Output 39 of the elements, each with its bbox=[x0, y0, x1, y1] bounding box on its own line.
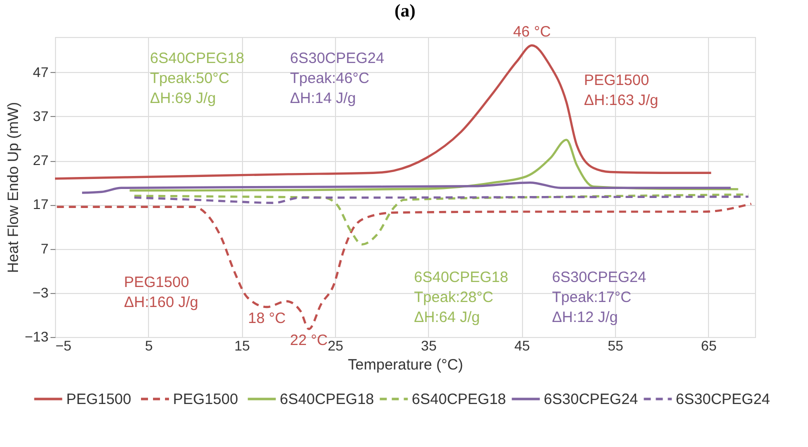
annotation: 6S40CPEG18 Tpeak:50°C ΔH:69 J/g bbox=[150, 50, 244, 107]
chart-title: (a) bbox=[394, 0, 416, 20]
line-series bbox=[133, 193, 750, 246]
x-tick-label: 35 bbox=[421, 338, 437, 354]
y-tick-label: 37 bbox=[32, 108, 49, 124]
y-axis-title: Heat Flow Endo Up (mW) bbox=[4, 102, 22, 273]
x-tick-label: 5 bbox=[144, 338, 153, 354]
y-tick-label: 47 bbox=[32, 64, 49, 80]
legend-label: 6S30CPEG24 bbox=[676, 391, 770, 408]
annotation: 6S40CPEG18 Tpeak:28°C ΔH:64 J/g bbox=[414, 269, 508, 326]
line-series bbox=[80, 181, 732, 194]
annotation: 6S30CPEG24 Tpeak:46°C ΔH:14 J/g bbox=[290, 50, 384, 107]
y-tick-label: 7 bbox=[40, 240, 49, 256]
legend-label: PEG1500 bbox=[173, 391, 238, 408]
x-tick-label: 45 bbox=[514, 338, 530, 354]
legend-label: 6S30CPEG24 bbox=[544, 391, 638, 408]
line-series bbox=[133, 196, 750, 204]
annotation: 22 °C bbox=[290, 332, 328, 350]
x-axis-title: Temperature (°C) bbox=[348, 356, 464, 374]
line-series bbox=[56, 202, 752, 330]
annotation: 6S30CPEG24 Tpeak:17°C ΔH:12 J/g bbox=[552, 269, 646, 326]
annotation: 18 °C bbox=[248, 310, 286, 327]
line-series bbox=[54, 44, 712, 180]
annotation: PEG1500 ΔH:160 J/g bbox=[124, 274, 198, 311]
x-tick-label: 25 bbox=[328, 338, 344, 354]
line-series bbox=[128, 138, 740, 192]
legend-label: PEG1500 bbox=[66, 391, 132, 408]
x-tick-label: 55 bbox=[608, 338, 624, 354]
legend-label: 6S40CPEG18 bbox=[280, 391, 374, 408]
legend-label: 6S40CPEG18 bbox=[412, 391, 506, 408]
y-tick-label: −3 bbox=[32, 284, 49, 300]
x-tick-label: 15 bbox=[234, 338, 250, 354]
x-tick-label: 65 bbox=[701, 338, 717, 354]
y-tick-label: 27 bbox=[32, 152, 49, 168]
annotation: PEG1500 ΔH:163 J/g bbox=[584, 72, 658, 109]
x-tick-label: −5 bbox=[56, 338, 72, 354]
annotation: 46 °C bbox=[513, 23, 551, 40]
y-tick-label: −13 bbox=[24, 328, 49, 344]
y-tick-label: 17 bbox=[32, 196, 49, 212]
